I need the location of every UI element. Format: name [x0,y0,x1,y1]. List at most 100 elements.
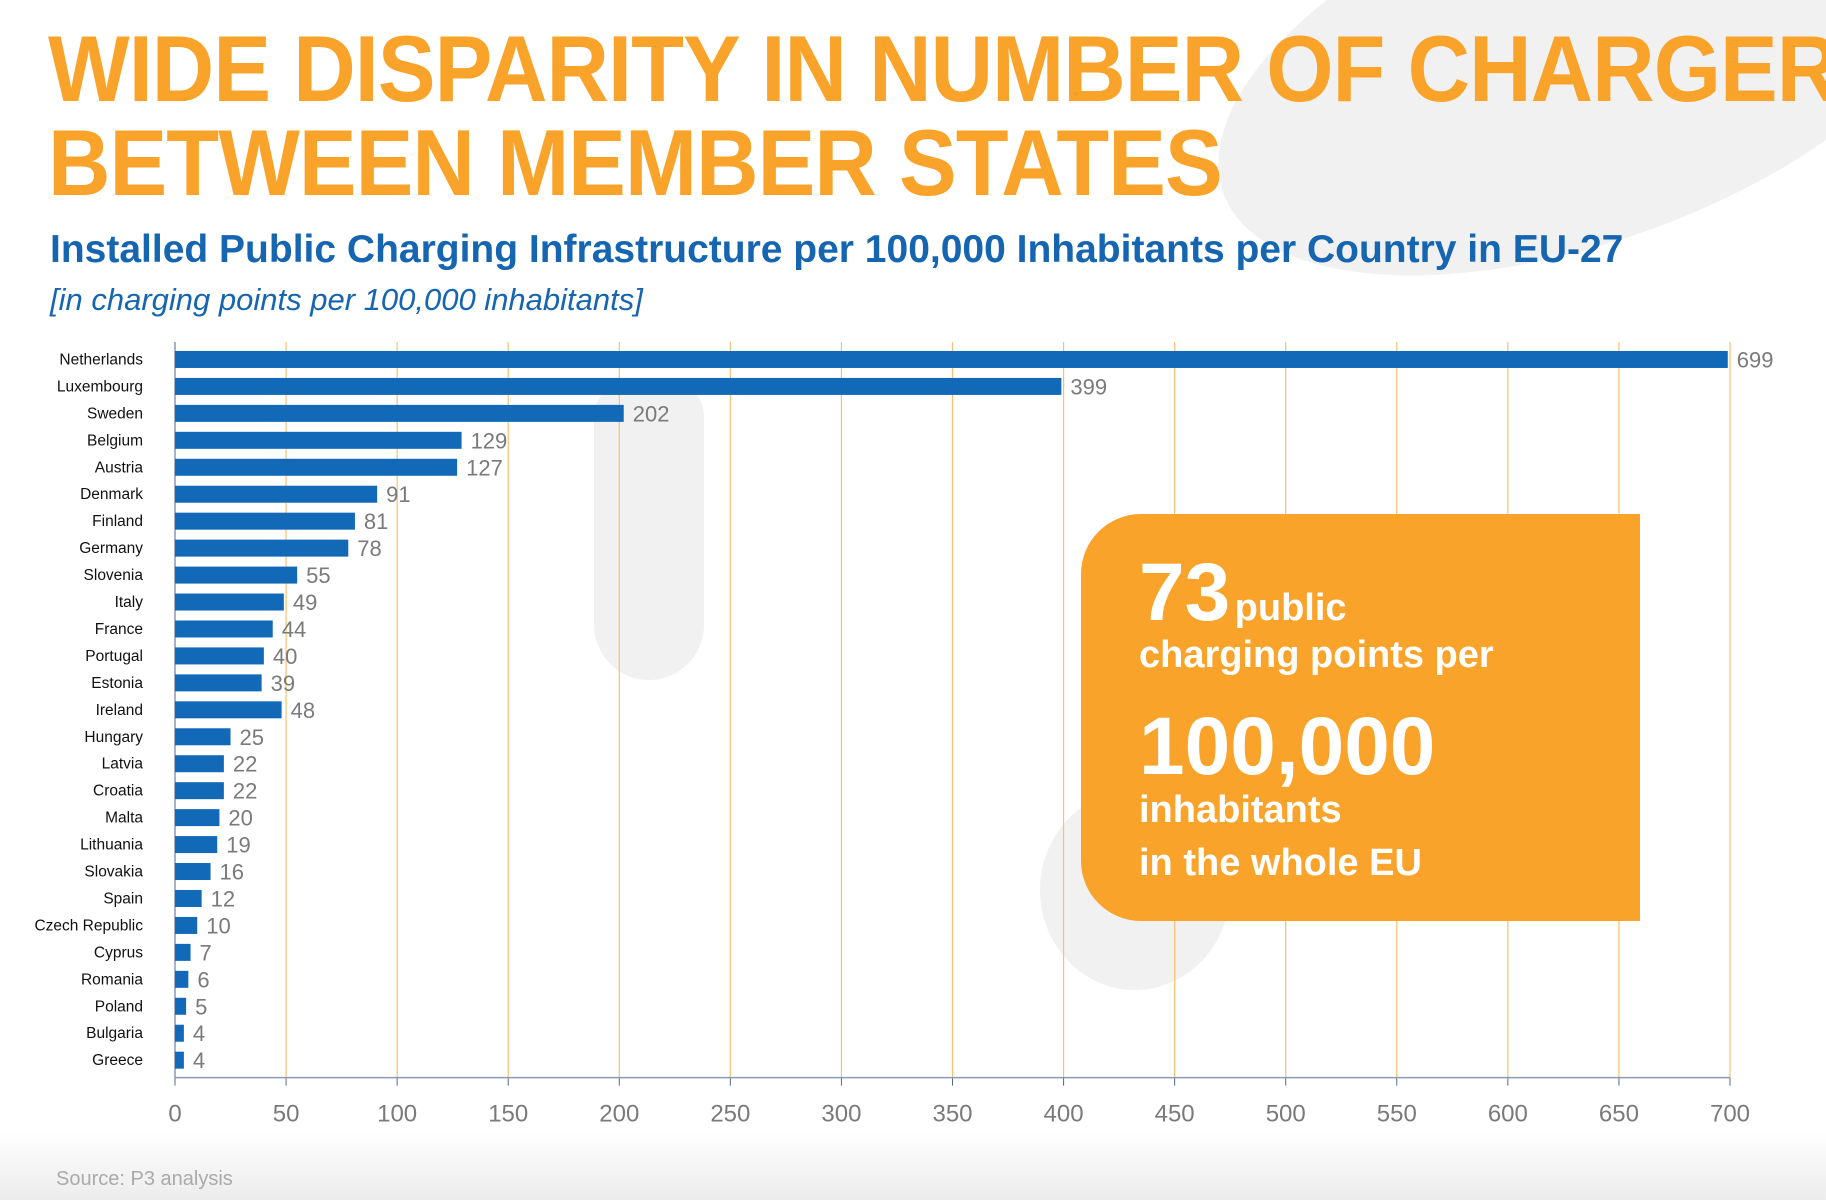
bar-germany [175,539,349,557]
category-label: Hungary [84,729,143,746]
callout-text: public [1234,587,1347,629]
data-label: 129 [471,428,508,453]
category-label: Sweden [87,405,143,422]
bar-sweden [175,404,624,422]
x-tick-label: 50 [273,1101,300,1128]
callout-text: in the whole EU [1139,842,1422,884]
category-label: Malta [105,810,143,827]
x-tick-label: 500 [1266,1101,1306,1128]
data-label: 399 [1070,374,1107,399]
data-label: 699 [1737,347,1774,372]
data-label: 6 [197,967,209,992]
bar-belgium [175,431,462,449]
data-label: 202 [633,401,670,426]
x-tick-label: 200 [599,1101,639,1128]
data-label: 10 [206,913,230,938]
x-tick-label: 350 [932,1101,972,1128]
chart-subtitle: [in charging points per 100,000 inhabita… [50,282,643,317]
data-label: 55 [306,563,330,588]
page-title: WIDE DISPARITY IN NUMBER OF CHARGERS BETW… [48,22,1826,210]
bar-chart: 0 50 100 150 200 250 300 350 400 450 500 550 600 650 7… [34,342,1774,1128]
category-label: Greece [92,1052,143,1069]
callout-number: 100,000 [1139,701,1436,792]
bar-portugal [175,647,264,665]
category-label: Spain [103,890,143,907]
data-label: 5 [195,994,207,1019]
x-tick-label: 650 [1599,1101,1639,1128]
data-label: 48 [291,698,315,723]
data-label: 22 [233,752,257,777]
data-label: 44 [282,617,306,642]
data-label: 4 [193,1021,205,1046]
category-label: Cyprus [94,944,143,961]
bar-malta [175,809,220,827]
data-label: 19 [226,833,250,858]
background-decoration [594,380,704,680]
x-tick-label: 550 [1377,1101,1417,1128]
title-line-2: BETWEEN MEMBER STATES [48,110,1223,215]
data-label: 91 [386,482,410,507]
category-label: Czech Republic [34,917,143,934]
category-label: Belgium [87,432,143,449]
x-tick-label: 300 [821,1101,861,1128]
x-tick-label: 600 [1488,1101,1528,1128]
category-label: Poland [95,998,143,1015]
data-label: 81 [364,509,388,534]
bar-slovenia [175,566,298,584]
category-label: Italy [115,594,144,611]
bar-luxembourg [175,377,1062,395]
category-label: Estonia [91,675,143,692]
chart-title: Installed Public Charging Infrastructure… [50,228,1624,271]
category-label: Germany [79,540,143,557]
x-tick-label: 400 [1044,1101,1084,1128]
data-label: 4 [193,1048,205,1073]
category-label: Netherlands [59,351,143,368]
bar-lithuania [175,836,218,854]
bar-romania [175,970,189,988]
eu-average-callout: 73 public charging points per 100,000 in… [1081,514,1640,921]
x-tick-label: 450 [1155,1101,1195,1128]
source-note: Source: P3 analysis [56,1168,233,1190]
category-label: Croatia [93,783,143,800]
category-label: Denmark [80,486,143,503]
x-tick-label: 250 [710,1101,750,1128]
callout-text: charging points per [1139,634,1494,676]
bar-spain [175,889,202,907]
category-label: Luxembourg [57,378,143,395]
bar-bulgaria [175,1024,184,1042]
category-label: Slovakia [84,864,143,881]
category-label: Finland [92,513,143,530]
bar-italy [175,593,284,611]
category-label: Austria [95,459,144,476]
footer-background [0,1130,1826,1200]
data-label: 12 [211,886,235,911]
callout-number: 73 [1139,547,1231,638]
category-label: Ireland [96,702,143,719]
data-label: 16 [220,860,244,885]
data-label: 40 [273,644,297,669]
category-label: Portugal [85,648,143,665]
bar-croatia [175,782,224,800]
bar-denmark [175,485,378,503]
data-label: 22 [233,779,257,804]
data-label: 49 [293,590,317,615]
bar-austria [175,458,458,476]
category-label: Bulgaria [86,1025,143,1042]
bar-slovakia [175,863,211,881]
category-label: France [95,621,143,638]
bar-finland [175,512,355,530]
category-label: Lithuania [80,837,143,854]
bar-czech-republic [175,916,198,934]
category-label: Romania [81,971,143,988]
bar-poland [175,997,187,1015]
category-label: Slovenia [84,567,144,584]
data-label: 7 [200,940,212,965]
data-label: 78 [357,536,381,561]
x-tick-label: 100 [377,1101,417,1128]
bar-cyprus [175,943,191,961]
category-label: Latvia [102,756,144,773]
x-tick-label: 700 [1710,1101,1750,1128]
data-label: 20 [228,806,252,831]
x-tick-label: 150 [488,1101,528,1128]
title-line-1: WIDE DISPARITY IN NUMBER OF CHARGERS [48,16,1826,121]
